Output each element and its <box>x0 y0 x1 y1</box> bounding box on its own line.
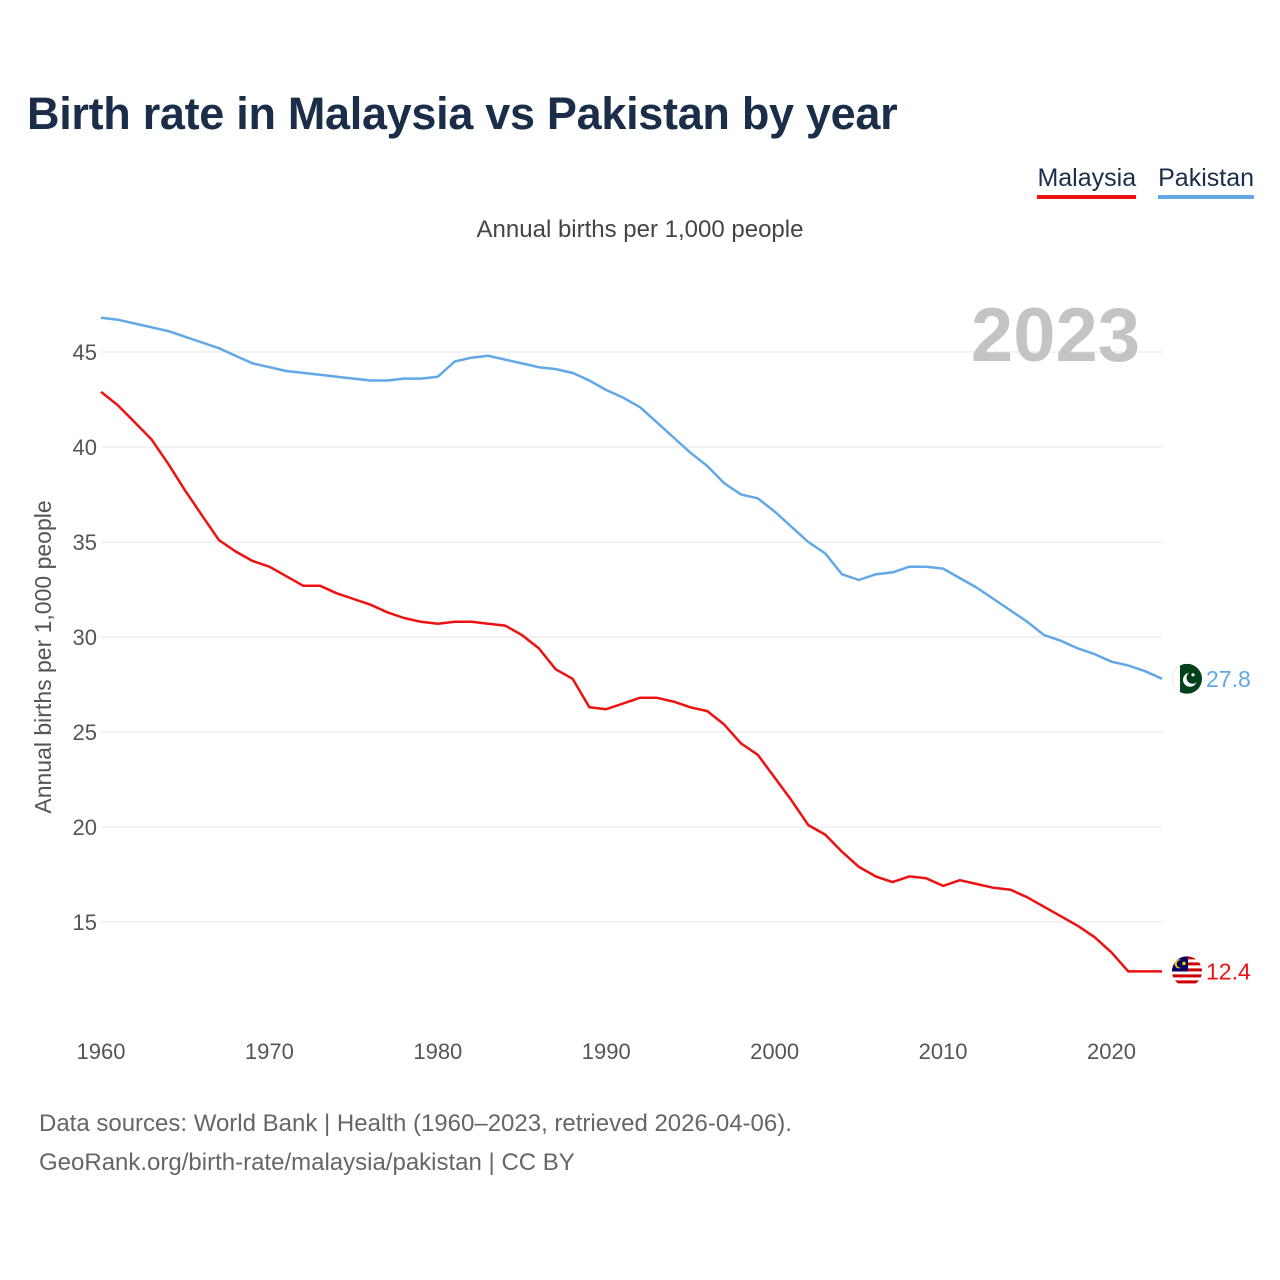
y-tick-40: 40 <box>73 435 97 460</box>
pakistan-end-value: 27.8 <box>1206 666 1251 692</box>
x-tick-1980: 1980 <box>413 1039 462 1064</box>
y-tick-15: 15 <box>73 910 97 935</box>
series-line-malaysia <box>100 390 1162 973</box>
legend: Malaysia Pakistan <box>1037 164 1254 199</box>
series-line-pakistan <box>100 316 1163 680</box>
y-tick-30: 30 <box>73 625 97 650</box>
y-tick-45: 45 <box>73 340 97 365</box>
y-tick-35: 35 <box>73 530 97 555</box>
grid-lines <box>101 351 1162 923</box>
year-label: 2023 <box>971 293 1140 378</box>
x-tick-1990: 1990 <box>582 1039 631 1064</box>
y-tick-20: 20 <box>73 815 97 840</box>
chart-subtitle: Annual births per 1,000 people <box>476 216 804 243</box>
chart-title: Birth rate in Malaysia vs Pakistan by ye… <box>27 88 898 139</box>
series-lines <box>100 316 1163 973</box>
malaysia-end-value: 12.4 <box>1206 958 1251 984</box>
x-axis-ticks: 1960 1970 1980 1990 2000 2010 2020 <box>77 1039 1136 1064</box>
malaysia-flag-icon <box>1172 956 1202 987</box>
x-tick-1960: 1960 <box>77 1039 126 1064</box>
y-axis-label: Annual births per 1,000 people <box>30 500 56 813</box>
source-line-1: Data sources: World Bank | Health (1960–… <box>39 1110 792 1137</box>
pakistan-flag-icon <box>1172 663 1202 694</box>
legend-item-malaysia[interactable]: Malaysia <box>1037 164 1137 199</box>
y-axis-ticks: 15 20 25 30 35 40 45 <box>73 340 97 935</box>
legend-item-pakistan[interactable]: Pakistan <box>1158 164 1254 199</box>
y-tick-25: 25 <box>73 720 97 745</box>
x-tick-1970: 1970 <box>245 1039 294 1064</box>
data-source-note: Data sources: World Bank | Health (1960–… <box>39 1104 792 1182</box>
x-tick-2010: 2010 <box>919 1039 968 1064</box>
x-tick-2000: 2000 <box>750 1039 799 1064</box>
source-line-2[interactable]: GeoRank.org/birth-rate/malaysia/pakistan… <box>39 1149 575 1176</box>
x-tick-2020: 2020 <box>1087 1039 1136 1064</box>
